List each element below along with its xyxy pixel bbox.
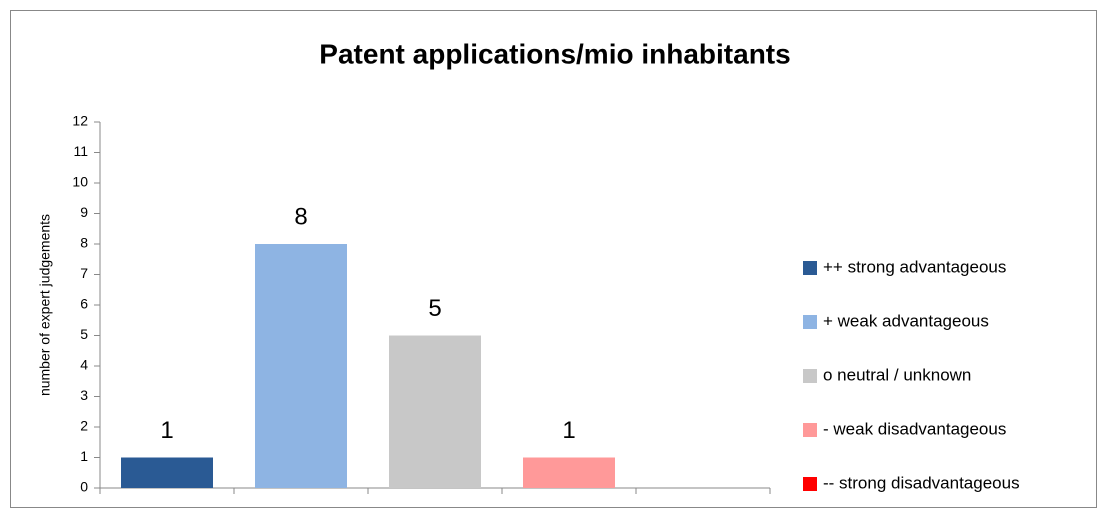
legend-swatch bbox=[803, 477, 817, 491]
y-tick-label: 3 bbox=[80, 387, 88, 403]
legend-swatch bbox=[803, 261, 817, 275]
y-tick-label: 8 bbox=[80, 235, 88, 251]
data-label: 5 bbox=[428, 295, 441, 322]
y-tick-label: 7 bbox=[80, 265, 88, 281]
legend-label: ++ strong advantageous bbox=[823, 257, 1006, 276]
legend-swatch bbox=[803, 369, 817, 383]
bar bbox=[389, 335, 481, 488]
legend-swatch bbox=[803, 423, 817, 437]
data-label: 1 bbox=[160, 417, 173, 444]
bar bbox=[121, 457, 213, 488]
legend-label: o neutral / unknown bbox=[823, 365, 971, 384]
legend-label: -- strong disadvantageous bbox=[823, 473, 1020, 492]
y-tick-label: 6 bbox=[80, 296, 88, 312]
y-tick-label: 2 bbox=[80, 418, 88, 434]
bar bbox=[523, 457, 615, 488]
y-tick-label: 9 bbox=[80, 204, 88, 220]
y-axis-label: number of expert judgements bbox=[37, 214, 53, 396]
chart-border bbox=[10, 10, 1097, 508]
chart-title: Patent applications/mio inhabitants bbox=[319, 38, 790, 69]
data-label: 8 bbox=[294, 203, 307, 230]
y-tick-label: 10 bbox=[72, 174, 88, 190]
legend-label: + weak advantageous bbox=[823, 311, 989, 330]
y-tick-label: 12 bbox=[72, 113, 88, 129]
y-tick-label: 5 bbox=[80, 326, 88, 342]
y-tick-label: 11 bbox=[73, 143, 88, 159]
y-tick-label: 0 bbox=[80, 479, 88, 495]
y-tick-label: 4 bbox=[80, 357, 88, 373]
y-tick-label: 1 bbox=[80, 448, 88, 464]
legend-swatch bbox=[803, 315, 817, 329]
bar bbox=[255, 244, 347, 488]
data-label: 1 bbox=[562, 417, 575, 444]
legend-label: - weak disadvantageous bbox=[823, 419, 1006, 438]
